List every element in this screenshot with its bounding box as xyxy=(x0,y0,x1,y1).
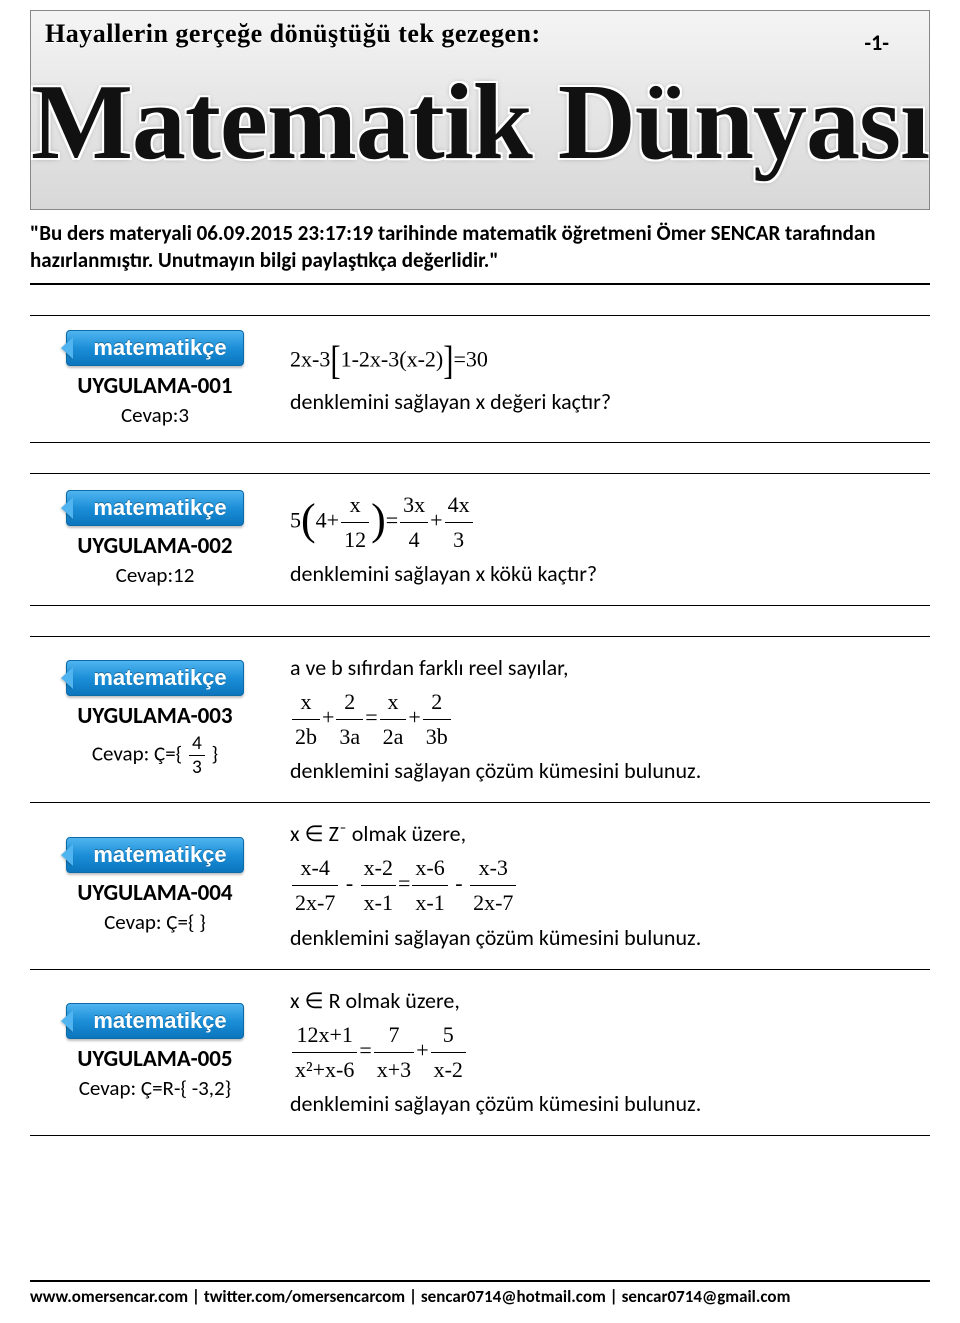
page: Hayallerin gerçeğe dönüştüğü tek gezegen… xyxy=(0,0,960,1323)
question-pre: x ∈ R olmak üzere, xyxy=(290,984,920,1018)
page-number: -1- xyxy=(864,29,889,56)
problem-table-3: matematikçe UYGULAMA-003 Cevap: Ç={ 43 }… xyxy=(30,636,930,1136)
table-row: matematikçe UYGULAMA-004 Cevap: Ç={ } x … xyxy=(30,803,930,969)
question-text: denklemini sağlayan çözüm kümesini bulun… xyxy=(290,1087,920,1121)
matbadge: matematikçe xyxy=(66,837,243,873)
answer-label: Cevap:12 xyxy=(40,562,270,588)
banner: Hayallerin gerçeğe dönüştüğü tek gezegen… xyxy=(30,10,930,210)
table-row: matematikçe UYGULAMA-005 Cevap: Ç=R-{ -3… xyxy=(30,969,930,1135)
problem-id: UYGULAMA-005 xyxy=(40,1045,270,1073)
question-text: denklemini sağlayan x değeri kaçtır? xyxy=(290,385,920,419)
answer-label: Cevap: Ç={ } xyxy=(40,909,270,935)
problem-table-1: matematikçe UYGULAMA-001 Cevap:3 2x-3[1-… xyxy=(30,315,930,443)
question-text: denklemini sağlayan çözüm kümesini bulun… xyxy=(290,754,920,788)
matbadge: matematikçe xyxy=(66,1003,243,1039)
equation: x2b+23a=x2a+23b xyxy=(290,685,920,754)
answer-label: Cevap:3 xyxy=(40,402,270,428)
footer: www.omersencar.com | twitter.com/omersen… xyxy=(30,1280,930,1307)
problem-id: UYGULAMA-001 xyxy=(40,372,270,400)
intro-text: "Bu ders materyali 06.09.2015 23:17:19 t… xyxy=(30,210,930,285)
matbadge: matematikçe xyxy=(66,490,243,526)
matbadge: matematikçe xyxy=(66,660,243,696)
banner-title: Matematik Dünyası xyxy=(31,61,929,185)
table-row: matematikçe UYGULAMA-003 Cevap: Ç={ 43 }… xyxy=(30,636,930,802)
table-row: matematikçe UYGULAMA-002 Cevap:12 5(4+x1… xyxy=(30,473,930,605)
problem-table-2: matematikçe UYGULAMA-002 Cevap:12 5(4+x1… xyxy=(30,473,930,606)
question-pre: x ∈ Z⁻ olmak üzere, xyxy=(290,817,920,851)
question-text: denklemini sağlayan x kökü kaçtır? xyxy=(290,557,920,591)
equation: 5(4+x12)=3x4+4x3 xyxy=(290,488,920,557)
equation: 12x+1x²+x-6=7x+3+5x-2 xyxy=(290,1018,920,1087)
question-text: denklemini sağlayan çözüm kümesini bulun… xyxy=(290,921,920,955)
answer-label: Cevap: Ç={ 43 } xyxy=(40,732,270,779)
banner-tagline: Hayallerin gerçeğe dönüştüğü tek gezegen… xyxy=(31,11,929,49)
table-row: matematikçe UYGULAMA-001 Cevap:3 2x-3[1-… xyxy=(30,315,930,442)
equation: 2x-3[1-2x-3(x-2)]=30 xyxy=(290,338,920,386)
problem-id: UYGULAMA-003 xyxy=(40,702,270,730)
problem-id: UYGULAMA-004 xyxy=(40,879,270,907)
question-pre: a ve b sıfırdan farklı reel sayılar, xyxy=(290,651,920,685)
problem-id: UYGULAMA-002 xyxy=(40,532,270,560)
equation: x-42x-7 - x-2x-1=x-6x-1 - x-32x-7 xyxy=(290,851,920,920)
answer-label: Cevap: Ç=R-{ -3,2} xyxy=(40,1075,270,1101)
matbadge: matematikçe xyxy=(66,330,243,366)
